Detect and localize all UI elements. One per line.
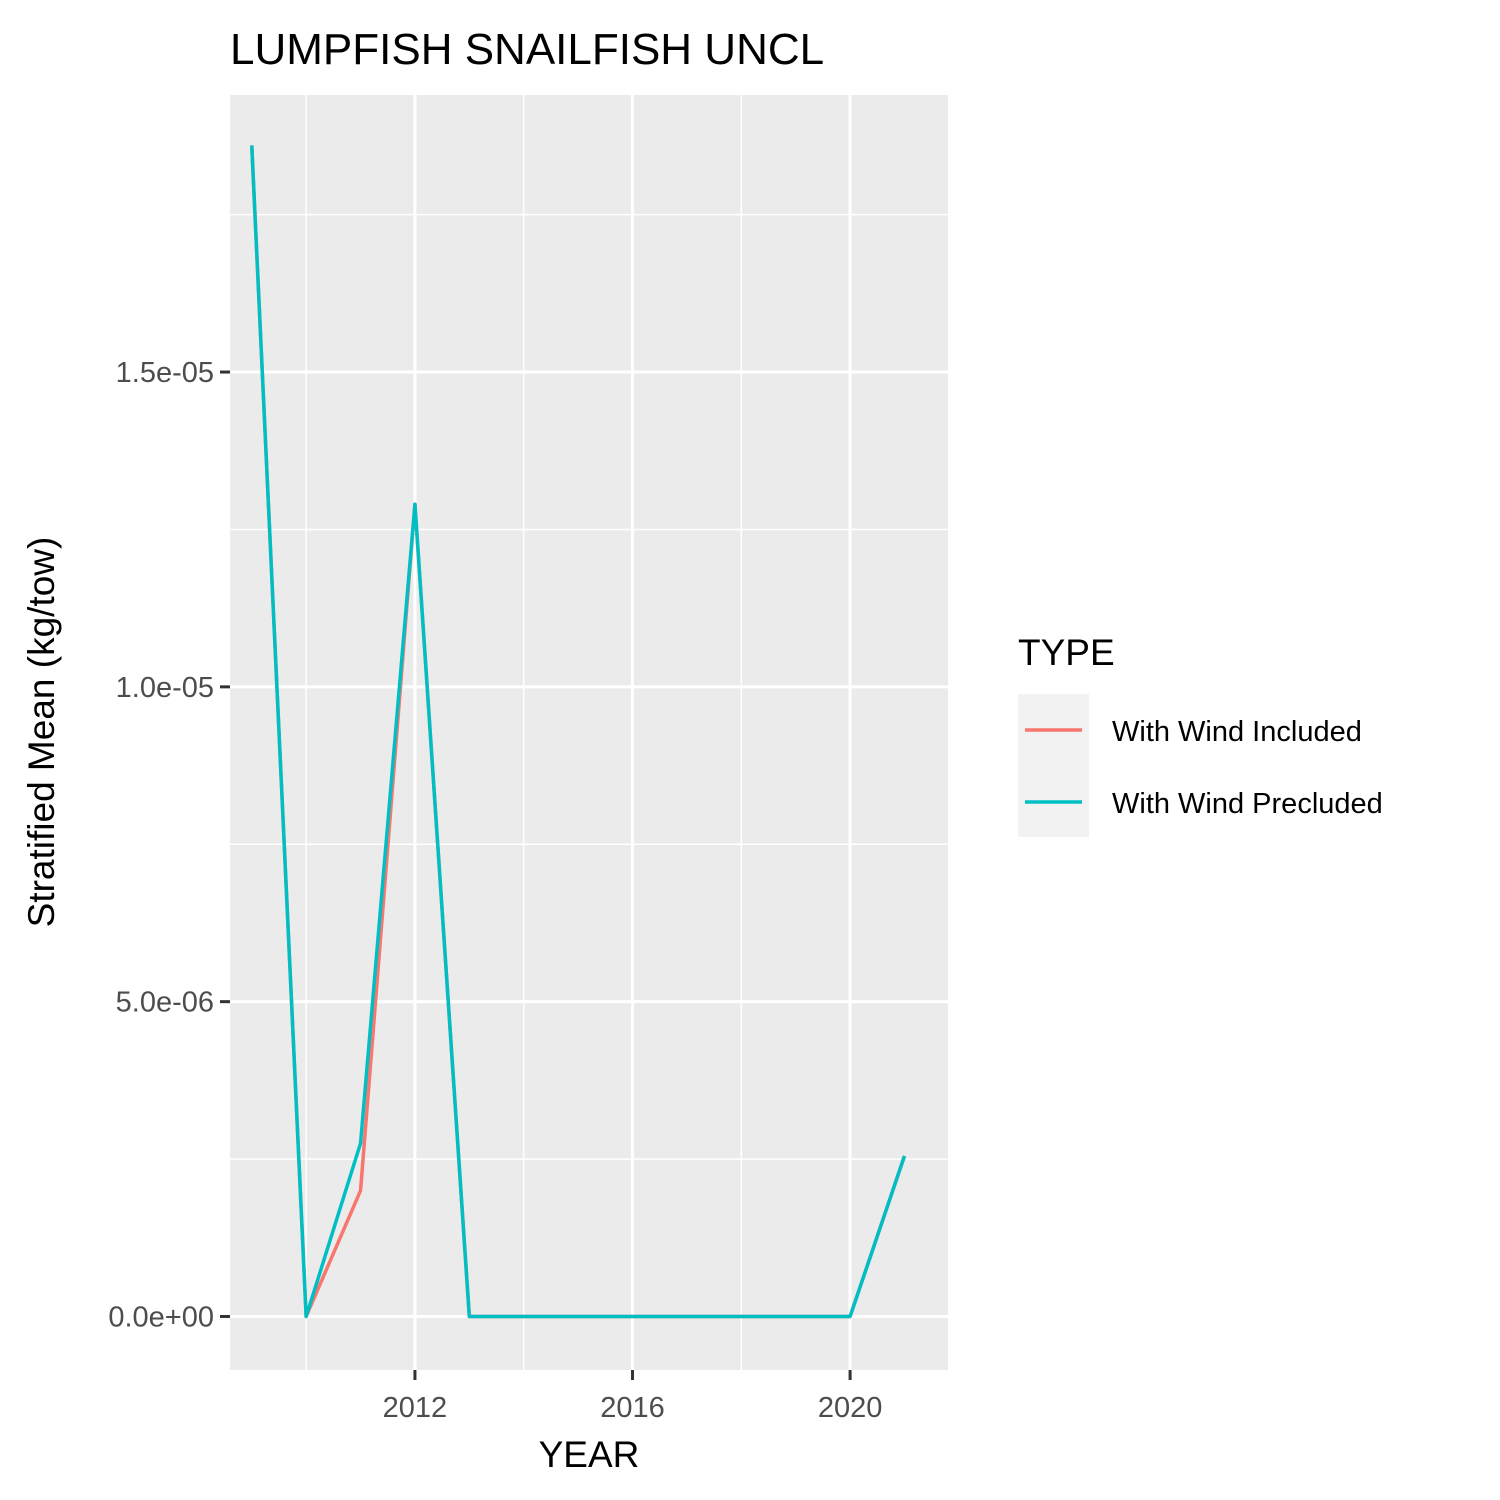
legend-key-background bbox=[1018, 694, 1089, 837]
series-line-1 bbox=[250, 145, 907, 1319]
y-tick-label: 1.5e-05 bbox=[116, 357, 214, 389]
x-axis: 2012 2016 2020 bbox=[383, 1370, 883, 1424]
y-axis: 0.0e+00 5.0e-06 1.0e-05 1.5e-05 bbox=[108, 357, 230, 1333]
chart-title: LUMPFISH SNAILFISH UNCL bbox=[230, 25, 824, 74]
minor-gridlines bbox=[230, 95, 948, 1370]
y-tick-label: 0.0e+00 bbox=[108, 1301, 214, 1333]
plot-panel bbox=[230, 95, 948, 1370]
x-tick-label: 2016 bbox=[600, 1392, 665, 1424]
y-tick-label: 5.0e-06 bbox=[116, 987, 214, 1019]
x-axis-title: YEAR bbox=[539, 1434, 640, 1475]
x-tick-label: 2020 bbox=[818, 1392, 883, 1424]
series-layer bbox=[250, 145, 907, 1319]
legend-label-with-wind-included: With Wind Included bbox=[1112, 716, 1362, 748]
x-tick-label: 2012 bbox=[383, 1392, 448, 1424]
y-axis-title: Stratified Mean (kg/tow) bbox=[21, 537, 62, 928]
y-tick-label: 1.0e-05 bbox=[116, 672, 214, 704]
legend: TYPE With Wind Included With Wind Preclu… bbox=[1018, 632, 1383, 837]
legend-label-with-wind-precluded: With Wind Precluded bbox=[1112, 788, 1383, 820]
legend-title: TYPE bbox=[1018, 632, 1115, 673]
